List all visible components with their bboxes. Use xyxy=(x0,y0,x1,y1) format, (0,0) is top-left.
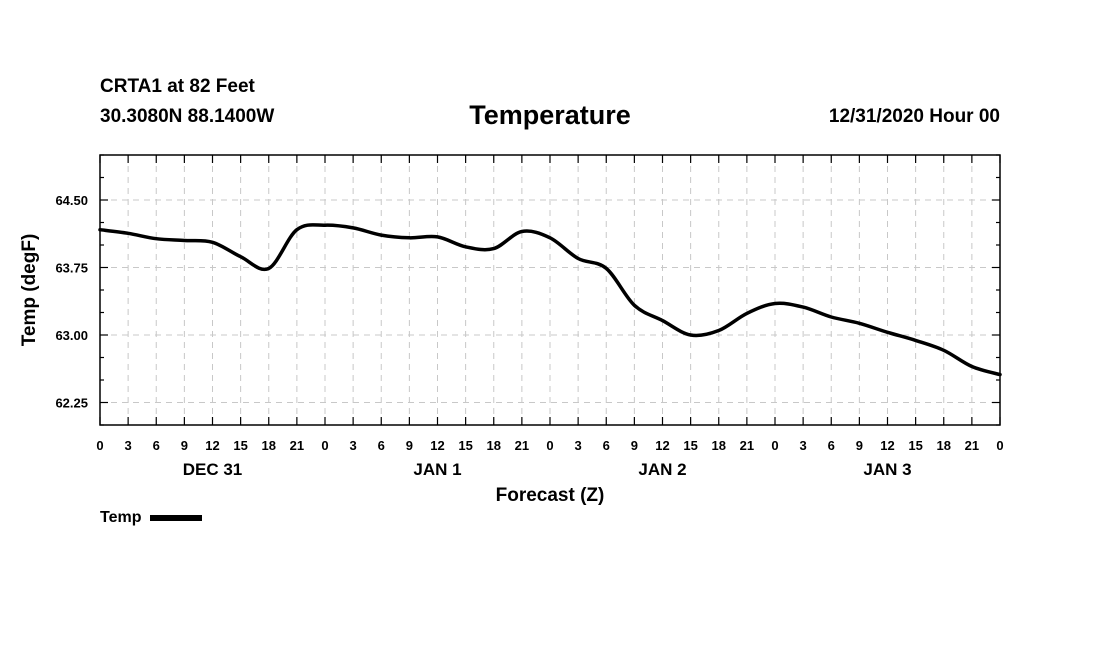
x-tick-label: 21 xyxy=(740,438,754,453)
x-tick-label: 3 xyxy=(800,438,807,453)
station-label: CRTA1 at 82 Feet xyxy=(100,76,255,97)
x-tick-label: 21 xyxy=(290,438,304,453)
chart-title: Temperature xyxy=(469,100,631,130)
legend-line-swatch xyxy=(150,515,203,521)
day-label: JAN 3 xyxy=(863,460,911,479)
x-tick-label: 6 xyxy=(828,438,835,453)
x-tick-label: 15 xyxy=(233,438,247,453)
x-tick-label: 18 xyxy=(937,438,951,453)
day-label: DEC 31 xyxy=(183,460,243,479)
x-tick-label: 9 xyxy=(181,438,188,453)
x-tick-label: 9 xyxy=(856,438,863,453)
x-tick-label: 6 xyxy=(378,438,385,453)
x-tick-label: 21 xyxy=(515,438,529,453)
x-tick-label: 9 xyxy=(406,438,413,453)
x-axis-title: Forecast (Z) xyxy=(496,485,605,506)
x-tick-label: 3 xyxy=(350,438,357,453)
x-tick-label: 18 xyxy=(487,438,501,453)
y-tick-label: 63.00 xyxy=(55,328,88,343)
x-tick-label: 18 xyxy=(712,438,726,453)
y-axis-title: Temp (degF) xyxy=(19,234,40,347)
x-tick-label: 12 xyxy=(655,438,669,453)
x-tick-label: 15 xyxy=(683,438,697,453)
y-tick-label: 64.50 xyxy=(55,193,88,208)
x-tick-label: 12 xyxy=(430,438,444,453)
x-tick-label: 15 xyxy=(458,438,472,453)
coordinates-label: 30.3080N 88.1400W xyxy=(100,106,275,127)
x-tick-label: 3 xyxy=(125,438,132,453)
temp-series-line xyxy=(98,223,1002,377)
x-tick-label: 0 xyxy=(546,438,553,453)
y-tick-label: 62.25 xyxy=(55,396,88,411)
legend: Temp xyxy=(100,509,203,527)
x-tick-label: 21 xyxy=(965,438,979,453)
x-tick-label: 6 xyxy=(603,438,610,453)
x-tick-label: 18 xyxy=(262,438,276,453)
valid-time-label: 12/31/2020 Hour 00 xyxy=(828,106,1000,127)
x-tick-label: 0 xyxy=(996,438,1003,453)
legend-label: Temp xyxy=(100,509,142,526)
x-tick-label: 0 xyxy=(771,438,778,453)
x-tick-label: 0 xyxy=(321,438,328,453)
x-tick-label: 12 xyxy=(205,438,219,453)
x-tick-label: 12 xyxy=(880,438,894,453)
x-tick-label: 3 xyxy=(575,438,582,453)
x-tick-label: 6 xyxy=(153,438,160,453)
y-tick-label: 63.75 xyxy=(55,261,88,276)
x-tick-label: 9 xyxy=(631,438,638,453)
day-label: JAN 2 xyxy=(638,460,686,479)
x-tick-label: 15 xyxy=(908,438,922,453)
x-tick-label: 0 xyxy=(96,438,103,453)
day-label: JAN 1 xyxy=(413,460,461,479)
